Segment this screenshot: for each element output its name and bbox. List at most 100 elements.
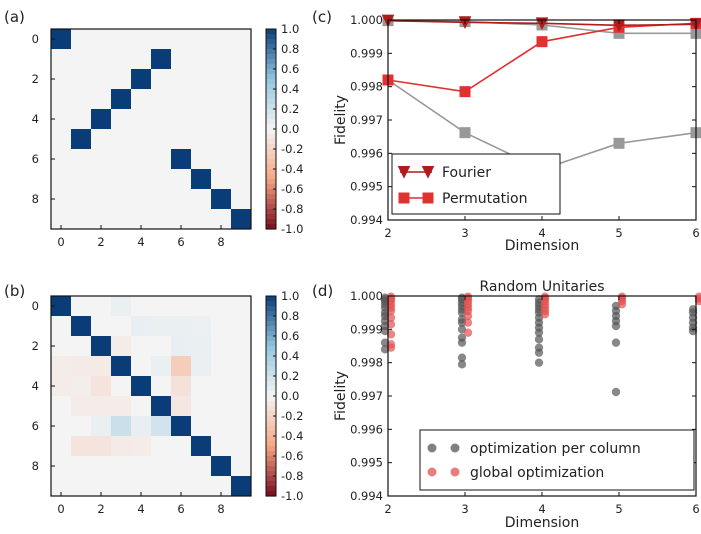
colorbar-a-segment (266, 219, 276, 225)
heatmap-b-cell (151, 316, 171, 336)
colorbar-a-segment (266, 94, 276, 100)
colorbar-b-tick-label: 0.4 (281, 349, 299, 363)
scatter-chart-y-tick-label: 0.999 (350, 322, 383, 336)
scatter-point-0 (534, 348, 544, 357)
colorbar-b-segment (266, 481, 276, 487)
colorbar-b-segment (266, 321, 276, 327)
heatmap-b-x-tick-label: 6 (177, 502, 184, 516)
legend-marker-1 (422, 192, 434, 204)
colorbar-a-tick-label: 0.6 (281, 62, 299, 76)
scatter-point-1 (463, 318, 473, 327)
heatmap-a-y-tick-label: 2 (32, 72, 39, 86)
heatmap-a-x-tick-label: 6 (177, 235, 184, 249)
colorbar-b-tick-label: -0.8 (281, 469, 303, 483)
scatter-point-1 (463, 311, 473, 321)
colorbar-a-tick-label: -1.0 (281, 222, 303, 236)
panel-a-heatmap: (a) 0 2 4 6 8 0 2 4 6 8 1.0 0.8 0.6 0.4 0.2 0.0 -0.2 -0… (4, 8, 303, 249)
colorbar-b-segment (266, 456, 276, 462)
line-chart-x-tick-label: 4 (538, 226, 545, 240)
colorbar-a-segment (266, 129, 276, 135)
heatmap-b-cell (91, 416, 111, 436)
scatter-point-1 (540, 310, 550, 319)
scatter-point-1 (386, 343, 396, 352)
colorbar-a-segment (266, 144, 276, 150)
colorbar-a-segment (266, 34, 276, 40)
heatmap-b-cell (151, 416, 171, 436)
scatter-chart-x-tick-label: 3 (461, 502, 468, 516)
heatmap-a-y-tick-label: 0 (32, 32, 39, 46)
heatmap-a-y-tick-label: 8 (32, 192, 39, 206)
heatmap-a-x-ticks: 0 2 4 6 8 (57, 225, 225, 249)
heatmap-b-cell (191, 316, 211, 336)
colorbar-a-segment (266, 199, 276, 205)
heatmap-b-cell (51, 356, 71, 376)
heatmap-b-cell (131, 316, 151, 336)
legend-label-0: Fourier (442, 165, 491, 181)
legend-label-1: Permutation (442, 191, 527, 207)
colorbar-a-tick-label: -0.8 (281, 202, 303, 216)
scatter-chart-y-tick-label: 0.995 (350, 456, 383, 470)
colorbar-b-segment (266, 446, 276, 452)
colorbar-a-segment (266, 124, 276, 130)
scatter-point-0 (611, 387, 621, 397)
heatmap-a-x-tick-label: 2 (97, 235, 104, 249)
heatmap-b-cell (111, 416, 131, 436)
scatter-point-0 (534, 358, 544, 367)
line-chart-y-tick-label: 0.995 (350, 180, 383, 194)
scatter-point-0 (457, 338, 467, 347)
line-chart-y-tick-label: 0.997 (350, 113, 383, 127)
legend-marker-1 (398, 192, 410, 204)
heatmap-b-cell (171, 316, 191, 336)
colorbar-b-segment (266, 431, 276, 437)
heatmap-b-y-tick-label: 6 (32, 419, 39, 433)
colorbar-b-tick-label: 0.0 (281, 389, 299, 403)
colorbar-b-tick-label: -1.0 (281, 489, 303, 503)
colorbar-a-tick-label: 1.0 (281, 22, 299, 36)
line-chart-y-tick-label: 0.996 (350, 146, 383, 160)
colorbar-a-segment (266, 79, 276, 85)
heatmap-b-cell (111, 356, 131, 376)
colorbar-b-segment (266, 356, 276, 362)
scatter-point-0 (457, 318, 467, 327)
colorbar-a-segment (266, 74, 276, 80)
heatmap-a-cell (191, 169, 211, 189)
panel-b-label: (b) (4, 282, 25, 300)
colorbar-b-segment (266, 406, 276, 412)
line-chart-y-tick-label: 1.000 (350, 13, 383, 27)
scatter-point-0 (611, 338, 621, 347)
heatmap-a-x-tick-label: 8 (217, 235, 224, 249)
scatter-chart-title: Random Unitaries (479, 279, 604, 295)
colorbar-a-segment (266, 179, 276, 185)
legend-marker-1 (450, 467, 460, 477)
colorbar-a-segment (266, 59, 276, 65)
series-marker-2 (613, 137, 625, 149)
heatmap-a-cell (211, 189, 231, 209)
heatmap-b-cell (71, 376, 91, 396)
scatter-chart-y-tick-label: 0.997 (350, 389, 383, 403)
colorbar-a-segment (266, 174, 276, 180)
colorbar-b-segment (266, 441, 276, 447)
colorbar-a-segment (266, 164, 276, 170)
heatmap-a-cell (91, 109, 111, 129)
legend-marker-0 (427, 443, 437, 453)
legend-marker-0 (397, 166, 411, 179)
colorbar-a-segment (266, 159, 276, 165)
colorbar-b-tick-label: 1.0 (281, 289, 299, 303)
heatmap-b-x-tick-label: 4 (137, 502, 144, 516)
heatmap-a-cell (111, 89, 131, 109)
line-chart-legend: Fourier Permutation (391, 153, 561, 215)
line-chart-x-tick-label: 2 (384, 226, 391, 240)
colorbar-b-segment (266, 416, 276, 422)
heatmap-b-cell (71, 316, 91, 336)
heatmap-b-y-tick-label: 8 (32, 459, 39, 473)
colorbar-b-segment (266, 346, 276, 352)
panel-b-heatmap: (b) 0 2 4 6 8 0 2 4 6 8 1.0 0.8 0.6 0.4 0.2 0.0 -0.2 -0… (4, 282, 303, 516)
heatmap-a-x-tick-label: 0 (57, 235, 64, 249)
heatmap-b-cell (91, 396, 111, 416)
heatmap-b-cell (211, 456, 231, 476)
series-marker-1 (459, 86, 471, 98)
heatmap-a-frame (50, 28, 252, 230)
heatmap-a-y-tick-label: 4 (32, 112, 39, 126)
line-chart-x-tick-label: 6 (692, 226, 699, 240)
colorbar-b-segment (266, 371, 276, 377)
